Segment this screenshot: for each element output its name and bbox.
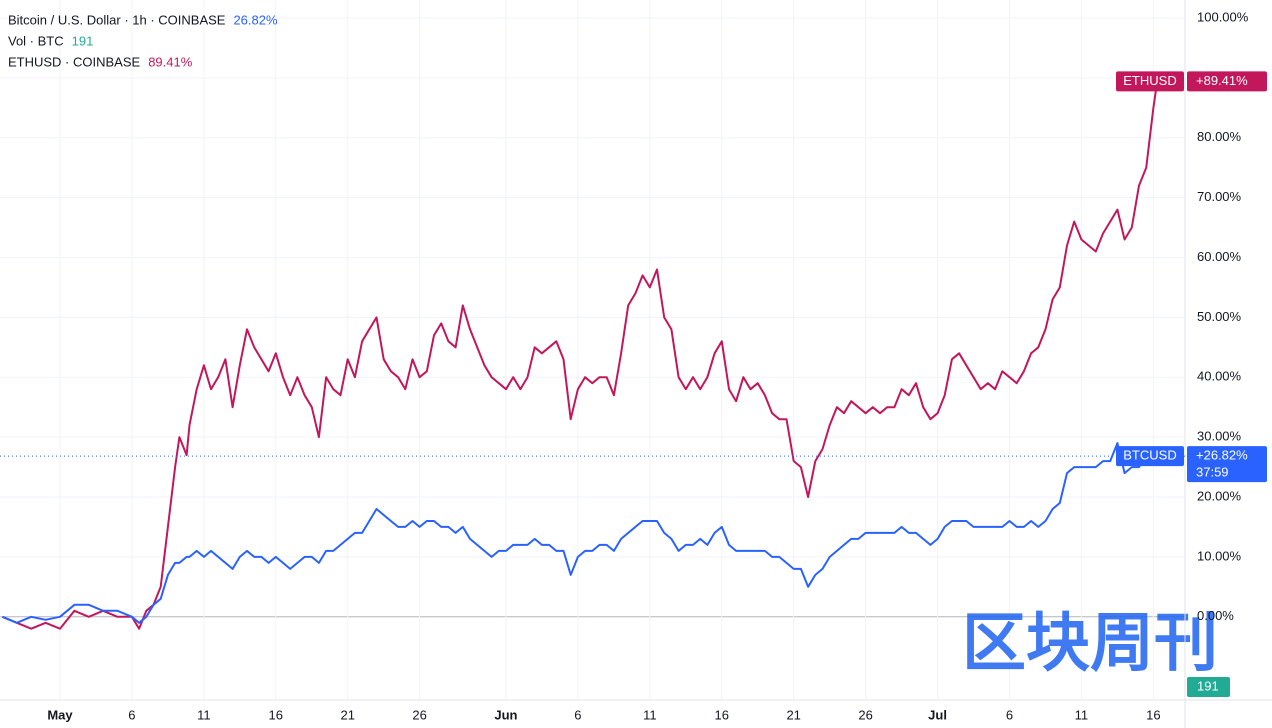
- series-name: BTCUSD: [1123, 448, 1176, 463]
- y-tick-label: 70.00%: [1197, 189, 1242, 204]
- y-tick-label: 10.00%: [1197, 548, 1242, 563]
- legend-text: ETHUSD · COINBASE: [8, 54, 141, 69]
- x-tick-label: 26: [412, 707, 426, 722]
- x-tick-label: 11: [643, 707, 657, 722]
- x-tick-label: 11: [1075, 707, 1089, 722]
- x-tick-label: 16: [1146, 707, 1160, 722]
- legend-value: 191: [72, 33, 94, 48]
- legend-value: 26.82%: [233, 12, 278, 27]
- y-tick-label: 80.00%: [1197, 129, 1242, 144]
- name-badge: [1116, 71, 1184, 92]
- watermark: 区块周刊: [962, 607, 1218, 679]
- price-badge: [1187, 71, 1267, 92]
- grid: [0, 0, 1185, 700]
- x-tick-label: Jul: [928, 707, 947, 722]
- y-tick-label: 0.00%: [1197, 608, 1234, 623]
- x-tick-label: 16: [715, 707, 729, 722]
- series-line: [2, 76, 1169, 630]
- legend-value: 89.41%: [148, 54, 193, 69]
- x-tick-label: 21: [786, 707, 800, 722]
- y-tick-label: 40.00%: [1197, 369, 1242, 384]
- volume-value: 191: [1197, 678, 1219, 693]
- y-tick-label: 20.00%: [1197, 488, 1242, 503]
- countdown: 37:59: [1196, 465, 1229, 480]
- y-tick-label: 100.00%: [1197, 9, 1249, 24]
- x-tick-label: 6: [1006, 707, 1013, 722]
- legend-text: Vol · BTC: [8, 33, 64, 48]
- series-name: ETHUSD: [1123, 73, 1176, 88]
- x-tick-label: 11: [197, 707, 211, 722]
- x-tick-label: 16: [269, 707, 283, 722]
- x-tick-label: May: [47, 707, 73, 722]
- y-tick-label: 30.00%: [1197, 429, 1242, 444]
- badge-value: +26.82%: [1196, 448, 1248, 463]
- x-tick-label: 6: [574, 707, 581, 722]
- x-tick-label: Jun: [494, 707, 517, 722]
- y-tick-label: 50.00%: [1197, 309, 1242, 324]
- x-tick-label: 21: [340, 707, 354, 722]
- volume-badge: [1187, 677, 1230, 697]
- price-badge: [1187, 446, 1267, 483]
- badge-value: +89.41%: [1196, 73, 1248, 88]
- series-line: [2, 442, 1168, 624]
- y-tick-label: 60.00%: [1197, 249, 1242, 264]
- x-tick-label: 6: [128, 707, 135, 722]
- name-badge: [1116, 446, 1184, 467]
- legend-text: Bitcoin / U.S. Dollar · 1h · COINBASE: [8, 12, 226, 27]
- x-tick-label: 26: [858, 707, 872, 722]
